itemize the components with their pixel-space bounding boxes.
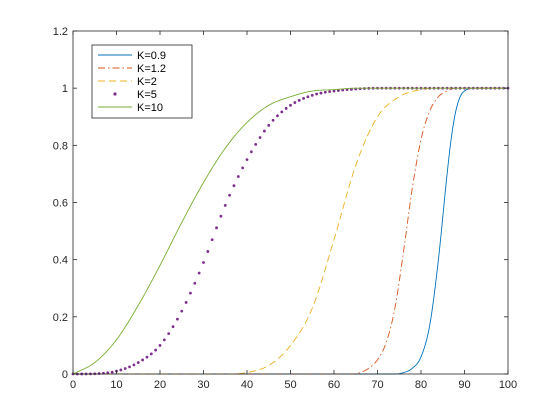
series-line	[72, 87, 508, 375]
data-point	[315, 92, 318, 96]
data-point	[132, 363, 136, 367]
data-point	[232, 184, 236, 188]
data-point	[97, 372, 101, 375]
data-point	[241, 166, 245, 170]
x-tick-label: 20	[154, 379, 166, 391]
legend-label: K=10	[137, 102, 163, 114]
legend-label: K=2	[137, 76, 157, 88]
data-point	[128, 365, 131, 369]
data-point	[206, 250, 210, 253]
data-point	[306, 95, 310, 99]
legend-item: K=5	[113, 89, 157, 101]
y-tick-label: 1	[62, 83, 68, 95]
series-k-10	[72, 87, 508, 375]
data-point	[180, 309, 184, 313]
legend-marker	[113, 92, 117, 96]
data-point	[110, 370, 114, 374]
x-tick-label: 60	[328, 379, 340, 391]
data-point	[149, 352, 153, 356]
data-point	[319, 91, 323, 95]
data-point	[223, 203, 227, 207]
x-tick-label: 90	[458, 379, 470, 391]
y-tick-label: 0	[62, 369, 68, 381]
y-tick-label: 0.6	[53, 198, 68, 210]
data-point	[162, 338, 166, 342]
data-point	[136, 361, 140, 364]
data-point	[215, 226, 218, 230]
x-tick-label: 30	[197, 379, 209, 391]
legend-label: K=5	[137, 89, 157, 101]
x-tick-label: 10	[110, 379, 122, 391]
data-point	[263, 129, 266, 133]
data-point	[302, 97, 305, 100]
data-point	[119, 368, 123, 372]
y-tick-label: 0.4	[53, 255, 68, 267]
data-point	[197, 271, 201, 275]
data-point	[332, 89, 336, 93]
data-point	[258, 136, 262, 139]
data-point	[145, 355, 149, 359]
data-point	[271, 118, 275, 122]
x-tick-label: 50	[284, 379, 296, 391]
data-point	[202, 261, 205, 264]
y-tick-label: 0.2	[53, 312, 68, 324]
data-point	[228, 193, 232, 197]
data-point	[123, 367, 127, 370]
y-tick-label: 0.8	[53, 140, 68, 152]
x-tick-label: 80	[415, 379, 427, 391]
data-point	[289, 103, 292, 107]
data-point	[280, 110, 284, 114]
data-point	[219, 214, 223, 218]
data-point	[167, 332, 171, 336]
data-point	[297, 98, 301, 102]
x-tick-label: 0	[70, 379, 76, 391]
legend-box	[91, 44, 193, 119]
legend: K=0.9K=1.2K=2K=5K=10	[91, 44, 193, 119]
data-point	[158, 344, 162, 347]
data-point	[176, 317, 179, 321]
data-point	[276, 114, 279, 118]
data-point	[141, 358, 145, 362]
data-point	[310, 93, 314, 97]
data-point	[210, 238, 214, 242]
axis-layer: 0 10 20 30 40 50 60 70 80 90 100 0 0.2 0.4 0.6 0.8 1 1.2	[53, 26, 517, 391]
legend-item: K=0.9	[98, 50, 166, 62]
y-tick-label: 1.2	[53, 26, 68, 38]
data-point	[254, 142, 258, 146]
legend-item: K=10	[98, 102, 163, 114]
data-point	[193, 281, 197, 285]
data-point	[293, 101, 297, 104]
legend-item: K=1.2	[98, 63, 166, 75]
data-point	[267, 123, 271, 127]
data-point	[249, 150, 253, 154]
data-point	[106, 371, 110, 375]
data-point	[236, 175, 240, 178]
data-point	[245, 158, 249, 162]
legend-label: K=0.9	[137, 50, 166, 62]
legend-label: K=1.2	[137, 63, 166, 75]
data-point	[184, 301, 188, 304]
data-point	[171, 325, 175, 329]
x-tick-label: 70	[371, 379, 383, 391]
x-tick-label: 100	[499, 379, 517, 391]
data-point	[328, 90, 332, 94]
data-point	[323, 90, 327, 94]
data-point	[284, 107, 288, 110]
legend-item: K=2	[98, 76, 157, 88]
x-tick-label: 40	[241, 379, 253, 391]
data-point	[189, 291, 192, 295]
data-point	[154, 348, 158, 352]
